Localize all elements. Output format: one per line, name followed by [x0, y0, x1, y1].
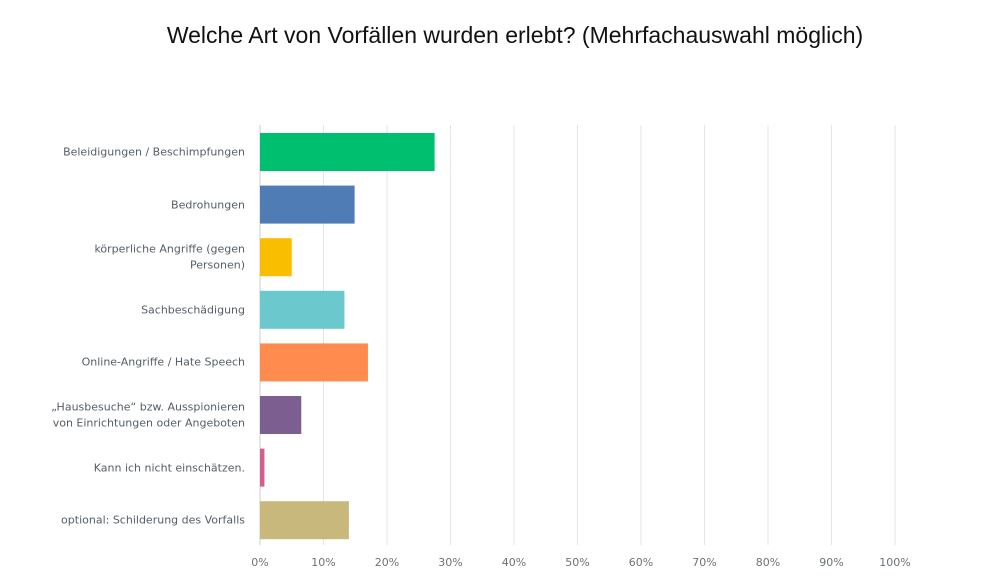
- category-label: körperliche Angriffe (gegen Personen): [94, 242, 245, 272]
- x-tick-label: 100%: [879, 556, 911, 569]
- category-label: Bedrohungen: [171, 197, 245, 211]
- category-label: Beleidigungen / Beschimpfungen: [63, 145, 245, 159]
- category-label: Online-Angriffe / Hate Speech: [81, 355, 245, 369]
- x-tick-label: 0%: [251, 556, 269, 569]
- bar-8: [260, 501, 349, 540]
- x-tick-label: 50%: [565, 556, 590, 569]
- x-tick-label: 80%: [755, 556, 781, 569]
- chart-title: Welche Art von Vorfällen wurden erlebt? …: [166, 22, 864, 48]
- bar-3: [260, 238, 292, 277]
- bar-4: [260, 290, 345, 329]
- x-tick-label: 90%: [819, 556, 844, 569]
- x-tick-label: 60%: [628, 556, 654, 569]
- x-tick-label: 10%: [311, 556, 336, 569]
- x-tick-label: 40%: [501, 556, 527, 569]
- category-label: Kann ich nicht einschätzen.: [93, 460, 245, 474]
- x-tick-label: 20%: [374, 556, 400, 569]
- bar-2: [260, 185, 355, 224]
- x-tick-label: 30%: [438, 556, 463, 569]
- x-tick-label: 70%: [692, 556, 717, 569]
- category-label: optional: Schilderung des Vorfalls: [61, 513, 245, 527]
- bar-6: [260, 396, 302, 434]
- category-label: Sachbeschädigung: [141, 303, 245, 317]
- bar-7: [260, 448, 265, 487]
- category-label: „Hausbesuche“ bzw. Ausspionieren von Ein…: [51, 400, 245, 430]
- bar-5: [260, 343, 368, 382]
- bar-1: [260, 133, 435, 171]
